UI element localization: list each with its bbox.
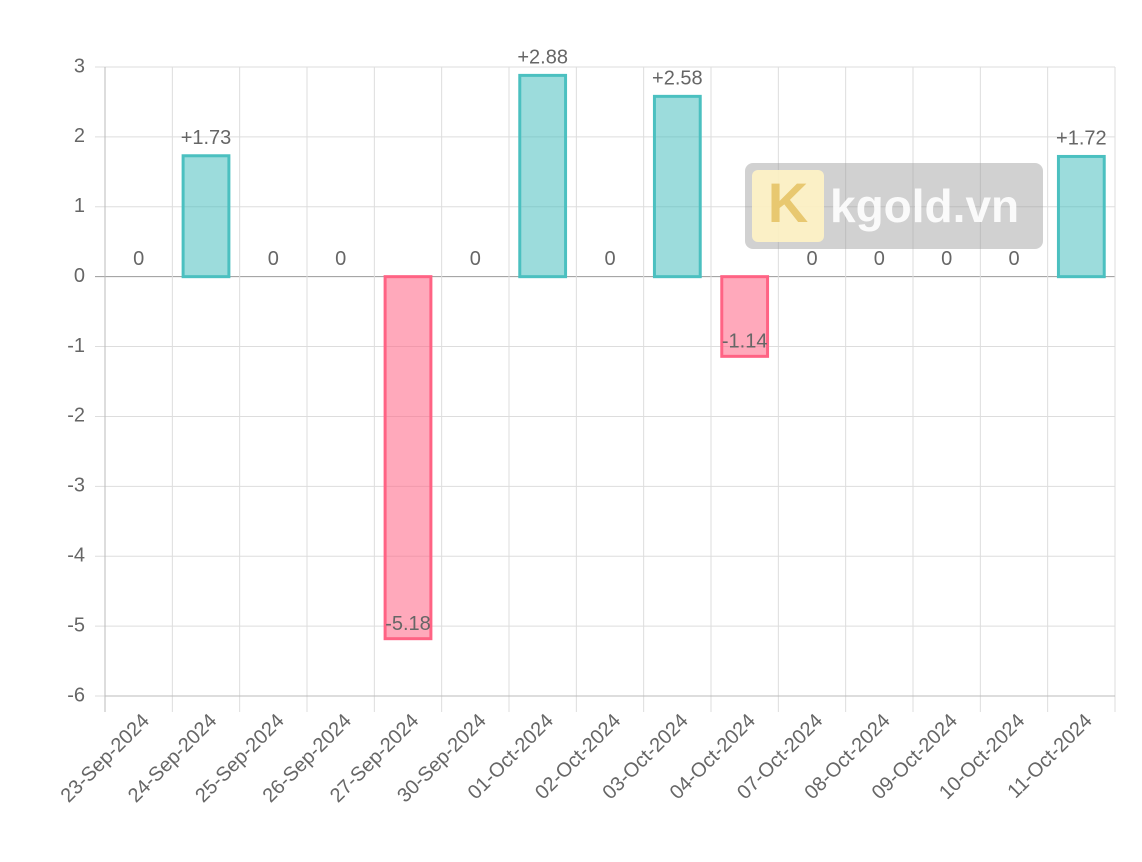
value-label: +2.58: [652, 68, 703, 90]
y-tick-label: -3: [67, 475, 85, 497]
value-label: 0: [806, 248, 817, 270]
y-tick-label: -4: [67, 545, 85, 567]
watermark-logo-letter: K: [768, 171, 808, 234]
bar: [383, 275, 433, 641]
y-tick-label: 2: [74, 125, 85, 147]
value-label: 0: [941, 248, 952, 270]
value-label: 0: [268, 248, 279, 270]
watermark: K kgold.vn: [745, 163, 1043, 249]
bar: [1056, 154, 1106, 279]
value-label: 0: [604, 248, 615, 270]
y-tick-label: 3: [74, 55, 85, 77]
value-label: +2.88: [517, 47, 568, 69]
y-tick-label: -6: [67, 684, 85, 706]
y-tick-label: 1: [74, 195, 85, 217]
value-label: 0: [335, 248, 346, 270]
value-label: -5.18: [385, 613, 431, 635]
value-label: +1.73: [181, 127, 232, 149]
value-label: 0: [874, 248, 885, 270]
bar: [518, 73, 568, 279]
bar: [652, 94, 702, 279]
bar: [181, 154, 231, 279]
value-label: 0: [1008, 248, 1019, 270]
bar: [720, 275, 770, 358]
value-label: -1.14: [722, 331, 768, 353]
value-label: 0: [133, 248, 144, 270]
watermark-logo: [752, 170, 824, 242]
watermark-text: kgold.vn: [830, 180, 1019, 232]
value-label: 0: [470, 248, 481, 270]
y-tick-label: -5: [67, 614, 85, 636]
value-label: +1.72: [1056, 128, 1107, 150]
y-tick-label: 0: [74, 265, 85, 287]
y-tick-label: -1: [67, 335, 85, 357]
y-tick-label: -2: [67, 405, 85, 427]
